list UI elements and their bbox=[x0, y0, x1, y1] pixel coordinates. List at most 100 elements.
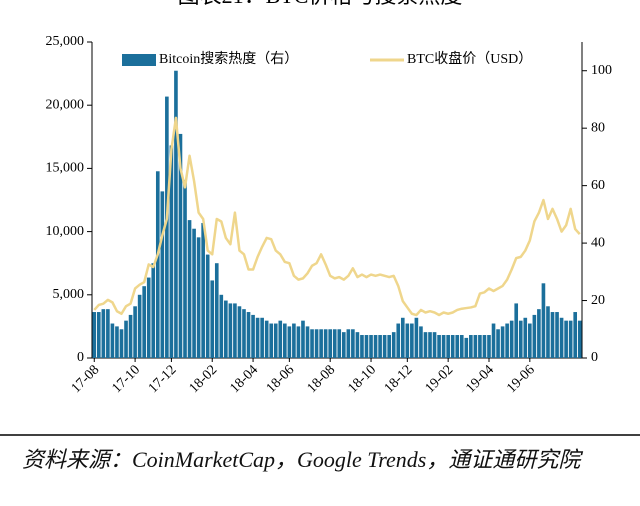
bar bbox=[455, 335, 460, 358]
bar bbox=[423, 332, 428, 358]
y2-tick-label: 60 bbox=[591, 178, 605, 193]
bar bbox=[518, 320, 523, 358]
chart-title: 图表21：BTC价格与搜索热度 bbox=[178, 0, 463, 8]
bar bbox=[328, 329, 333, 358]
price-line bbox=[93, 116, 581, 317]
bar bbox=[96, 312, 101, 358]
x-tick-label: 19-06 bbox=[504, 362, 538, 396]
bar bbox=[573, 312, 578, 358]
bar bbox=[224, 300, 228, 358]
bar bbox=[487, 335, 491, 358]
bar bbox=[378, 335, 382, 358]
bar bbox=[169, 145, 174, 358]
bar bbox=[410, 323, 414, 358]
y2-tick-label: 80 bbox=[591, 120, 605, 135]
bar bbox=[505, 323, 509, 358]
x-tick-label: 18-08 bbox=[305, 362, 339, 396]
bar bbox=[546, 306, 550, 358]
bar bbox=[528, 323, 532, 358]
bar bbox=[264, 320, 269, 358]
bar bbox=[523, 317, 528, 358]
x-tick-label: 17-12 bbox=[146, 362, 180, 396]
bar bbox=[301, 320, 305, 358]
bar bbox=[119, 329, 124, 358]
bar bbox=[541, 283, 546, 358]
bar bbox=[155, 171, 160, 358]
bar bbox=[205, 254, 210, 358]
bar bbox=[146, 277, 151, 358]
bar bbox=[491, 323, 496, 358]
bar bbox=[269, 323, 274, 358]
x-tick-label: 18-12 bbox=[382, 362, 416, 396]
bar bbox=[115, 326, 119, 358]
bar bbox=[287, 326, 292, 358]
bar bbox=[183, 179, 187, 358]
bar bbox=[537, 309, 541, 358]
bar bbox=[101, 309, 106, 358]
bar bbox=[246, 312, 251, 358]
bar bbox=[237, 306, 242, 358]
bar bbox=[214, 263, 219, 358]
bar bbox=[568, 320, 573, 358]
bar bbox=[192, 228, 196, 358]
bar bbox=[346, 329, 351, 358]
bar bbox=[292, 323, 296, 358]
y2-tick-label: 0 bbox=[591, 350, 598, 365]
bar bbox=[555, 312, 559, 358]
bar bbox=[187, 220, 192, 358]
bar bbox=[373, 335, 378, 358]
bar bbox=[255, 317, 260, 358]
bar bbox=[514, 303, 519, 358]
bar bbox=[355, 332, 360, 358]
bar bbox=[382, 335, 387, 358]
bar bbox=[323, 329, 328, 358]
bar bbox=[128, 314, 133, 358]
bar bbox=[441, 335, 446, 358]
bar bbox=[151, 263, 156, 358]
bar bbox=[450, 335, 455, 358]
bar bbox=[196, 237, 201, 358]
y-tick-label: 15,000 bbox=[46, 161, 85, 176]
legend-swatch bbox=[122, 54, 156, 66]
bar bbox=[273, 323, 278, 358]
bar bbox=[550, 312, 555, 358]
bar bbox=[233, 303, 237, 358]
bar bbox=[137, 294, 142, 358]
x-tick-label: 18-04 bbox=[227, 362, 261, 396]
chart: 图表21：BTC价格与搜索热度 0 5,000 10,000 15,000 20,000… bbox=[0, 0, 640, 436]
bar bbox=[341, 332, 346, 358]
bar bbox=[469, 335, 473, 358]
bar bbox=[391, 332, 396, 358]
bar bbox=[360, 335, 364, 358]
bar bbox=[228, 303, 233, 358]
bar bbox=[419, 326, 423, 358]
source-note: 资料来源：CoinMarketCap，Google Trends，通证通研究院 bbox=[22, 447, 581, 472]
bar bbox=[414, 317, 419, 358]
legend-label: BTC收盘价（USD） bbox=[407, 50, 532, 67]
x-tick-label: 18-02 bbox=[187, 362, 221, 396]
bar bbox=[178, 133, 183, 358]
y-tick-label: 5,000 bbox=[53, 287, 85, 302]
y-tick-label: 0 bbox=[77, 350, 84, 365]
bar bbox=[559, 317, 564, 358]
x-tick-label: 18-10 bbox=[345, 362, 379, 396]
y-tick-label: 20,000 bbox=[46, 97, 85, 112]
bar bbox=[500, 326, 505, 358]
bar bbox=[396, 323, 401, 358]
bar bbox=[314, 329, 319, 358]
bar bbox=[482, 335, 487, 358]
x-tick-label: 19-02 bbox=[423, 362, 457, 396]
x-tick-label: 17-10 bbox=[109, 362, 143, 396]
bar bbox=[437, 335, 441, 358]
bar bbox=[387, 335, 391, 358]
bar bbox=[296, 326, 301, 358]
bar bbox=[92, 312, 97, 358]
bar bbox=[106, 309, 110, 358]
bar bbox=[564, 320, 568, 358]
bar bbox=[478, 335, 482, 358]
y2-tick-label: 100 bbox=[591, 63, 612, 78]
y-tick-label: 10,000 bbox=[46, 224, 85, 239]
bar bbox=[464, 337, 469, 358]
bar bbox=[369, 335, 373, 358]
